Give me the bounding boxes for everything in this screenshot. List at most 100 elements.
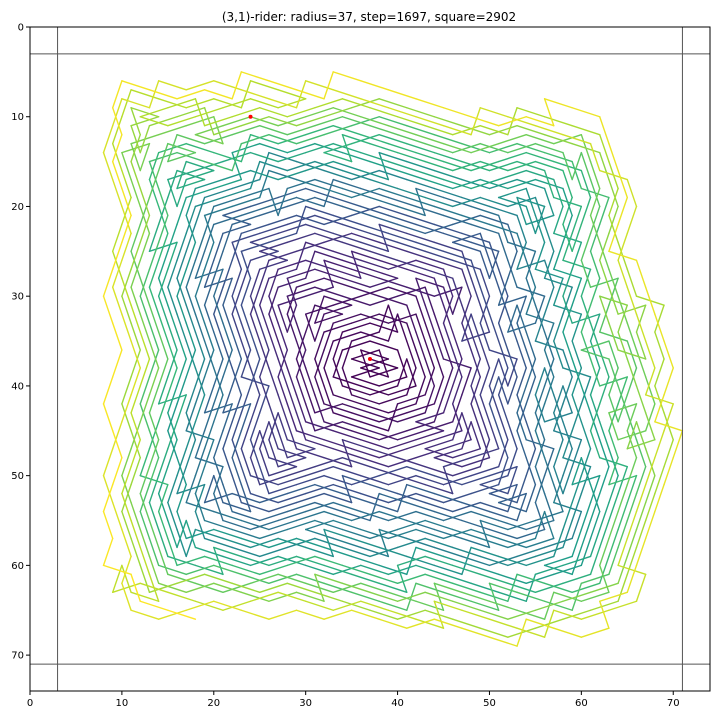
- path-segment: [194, 465, 206, 495]
- path-segment: [148, 223, 160, 253]
- path-segment: [516, 340, 527, 369]
- path-segment: [488, 528, 518, 540]
- path-segment: [231, 232, 261, 244]
- path-segment: [617, 349, 647, 360]
- path-segment: [534, 582, 564, 593]
- path-segment: [360, 358, 390, 369]
- path-segment: [304, 600, 334, 611]
- path-segment: [654, 331, 665, 360]
- path-segment: [378, 223, 408, 235]
- path-segment: [589, 277, 601, 306]
- path-segment: [516, 241, 527, 270]
- path-segment: [259, 259, 288, 270]
- path-segment: [350, 349, 380, 360]
- path-segment: [213, 457, 224, 486]
- path-segment: [562, 555, 592, 567]
- path-segment: [341, 492, 371, 504]
- path-segment: [203, 474, 215, 504]
- path-segment: [571, 241, 583, 270]
- path-segment: [452, 582, 481, 593]
- path-segment: [249, 295, 261, 324]
- path-segment: [525, 133, 555, 145]
- path-segment: [617, 169, 628, 199]
- path-segment: [139, 600, 169, 611]
- path-segment: [626, 358, 638, 387]
- path-segment: [167, 519, 178, 549]
- path-segment: [626, 457, 638, 486]
- path-segment: [130, 501, 141, 531]
- path-segment: [341, 600, 371, 611]
- path-segment: [470, 142, 500, 154]
- path-segment: [553, 340, 564, 369]
- path-segment: [222, 214, 252, 226]
- path-segment: [608, 474, 619, 504]
- path-segment: [360, 151, 390, 163]
- path-segment: [571, 510, 583, 540]
- path-segment: [121, 492, 132, 522]
- path-segment: [286, 448, 316, 459]
- path-segment: [543, 582, 573, 593]
- path-segment: [580, 448, 592, 477]
- path-segment: [396, 430, 426, 441]
- path-segment: [222, 385, 233, 414]
- path-segment: [553, 465, 564, 495]
- path-segment: [350, 205, 380, 217]
- path-segment: [360, 457, 390, 468]
- path-segment: [571, 474, 583, 504]
- path-segment: [277, 430, 288, 459]
- path-segment: [396, 259, 426, 270]
- path-segment: [213, 510, 243, 522]
- path-segment: [194, 295, 206, 324]
- path-segment: [571, 439, 583, 468]
- path-segment: [314, 403, 344, 414]
- path-segment: [194, 98, 206, 127]
- path-segment: [148, 421, 160, 450]
- path-segment: [148, 178, 160, 208]
- path-segment: [102, 124, 114, 154]
- path-segment: [341, 474, 353, 504]
- path-segment: [157, 376, 169, 405]
- path-segment: [415, 349, 426, 378]
- path-segment: [497, 187, 527, 199]
- path-segment: [213, 546, 243, 558]
- path-segment: [369, 609, 399, 620]
- path-segment: [148, 259, 160, 288]
- path-segment: [277, 394, 288, 423]
- path-segment: [406, 358, 417, 387]
- path-segment: [488, 618, 518, 629]
- path-segment: [525, 555, 555, 567]
- path-segment: [488, 142, 518, 154]
- path-segment: [525, 277, 537, 306]
- path-segment: [433, 546, 463, 558]
- path-segment: [268, 367, 279, 396]
- path-segment: [589, 142, 601, 172]
- path-segment: [452, 394, 463, 423]
- path-segment: [534, 501, 546, 531]
- path-segment: [332, 160, 362, 172]
- path-segment: [387, 591, 417, 602]
- path-segment: [157, 394, 187, 405]
- chart-title: (3,1)-rider: radius=37, step=1697, squar…: [222, 10, 516, 24]
- path-segment: [323, 367, 334, 396]
- path-segment: [277, 412, 288, 441]
- path-segment: [194, 313, 206, 342]
- path-segment: [497, 196, 527, 208]
- path-segment: [415, 582, 445, 593]
- path-segment: [130, 286, 141, 315]
- path-segment: [185, 439, 197, 468]
- path-segment: [185, 259, 197, 288]
- path-segment: [323, 214, 353, 226]
- path-segment: [553, 196, 583, 208]
- path-segment: [378, 582, 408, 593]
- path-segment: [259, 223, 288, 235]
- path-segment: [452, 160, 481, 172]
- path-segment: [360, 98, 390, 109]
- path-segment: [378, 133, 408, 145]
- path-segment: [488, 582, 500, 611]
- path-segment: [497, 116, 527, 127]
- path-segment: [635, 573, 647, 602]
- path-segment: [580, 349, 610, 360]
- path-segment: [442, 160, 472, 172]
- path-segment: [433, 286, 463, 297]
- path-segment: [194, 457, 224, 468]
